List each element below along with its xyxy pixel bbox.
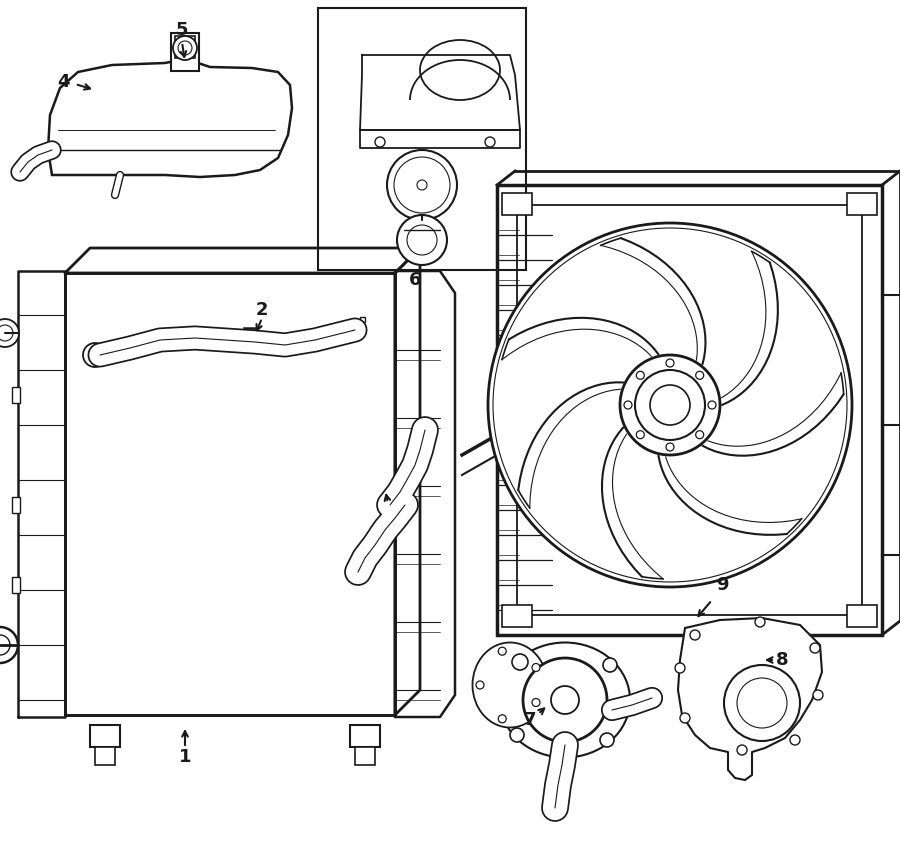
Bar (95, 747, 115, 765)
Text: 3: 3 (383, 501, 396, 519)
Bar (847, 605, 877, 627)
Circle shape (178, 41, 192, 55)
Bar (847, 193, 877, 215)
Circle shape (675, 663, 685, 673)
Circle shape (173, 36, 197, 60)
Circle shape (696, 431, 704, 439)
Bar (350, 725, 380, 747)
Circle shape (375, 137, 385, 147)
Circle shape (790, 735, 800, 745)
Circle shape (635, 370, 705, 440)
Circle shape (724, 665, 800, 741)
Circle shape (397, 215, 447, 265)
Circle shape (708, 401, 716, 409)
Circle shape (394, 157, 450, 213)
Text: 1: 1 (179, 748, 192, 766)
Circle shape (499, 715, 506, 722)
Circle shape (600, 733, 614, 747)
Circle shape (680, 713, 690, 723)
Circle shape (810, 643, 820, 653)
Bar (244, 328, 256, 348)
Circle shape (624, 401, 632, 409)
Circle shape (476, 681, 484, 689)
Bar (90, 725, 120, 747)
Bar (12, 577, 20, 593)
Bar (171, 33, 199, 71)
Circle shape (636, 431, 644, 439)
Bar (12, 497, 20, 513)
Circle shape (523, 658, 607, 742)
Circle shape (755, 617, 765, 627)
Circle shape (417, 180, 427, 190)
Circle shape (737, 745, 747, 755)
Text: 9: 9 (716, 576, 728, 594)
Circle shape (551, 686, 579, 714)
Text: 6: 6 (409, 271, 421, 289)
Bar (175, 36, 195, 58)
Bar (360, 317, 365, 322)
Bar (12, 387, 20, 403)
Bar (517, 205, 862, 615)
Circle shape (666, 359, 674, 367)
Text: 5: 5 (176, 21, 188, 39)
Bar (318, 8, 526, 270)
Circle shape (499, 647, 506, 655)
Bar (497, 185, 882, 635)
Circle shape (737, 678, 787, 728)
Bar (502, 193, 532, 215)
Text: 2: 2 (256, 301, 268, 319)
Circle shape (407, 225, 437, 255)
Circle shape (387, 150, 457, 220)
Bar (502, 605, 532, 627)
Circle shape (690, 630, 700, 640)
Circle shape (636, 371, 644, 379)
Circle shape (603, 658, 617, 672)
Text: 4: 4 (57, 73, 69, 91)
Circle shape (488, 223, 852, 587)
Circle shape (485, 137, 495, 147)
Bar (355, 747, 375, 765)
Text: 8: 8 (776, 651, 788, 669)
Circle shape (532, 699, 540, 706)
Circle shape (650, 385, 690, 425)
Ellipse shape (500, 642, 630, 758)
Ellipse shape (472, 642, 547, 727)
Polygon shape (678, 618, 822, 780)
Circle shape (83, 343, 107, 367)
Circle shape (510, 728, 524, 742)
Circle shape (532, 663, 540, 672)
Circle shape (620, 355, 720, 455)
Circle shape (0, 319, 19, 347)
Circle shape (696, 371, 704, 379)
Bar (65, 273, 395, 715)
Circle shape (813, 690, 823, 700)
Text: 7: 7 (524, 711, 536, 729)
Circle shape (666, 443, 674, 451)
Circle shape (512, 654, 528, 670)
Circle shape (0, 627, 18, 663)
